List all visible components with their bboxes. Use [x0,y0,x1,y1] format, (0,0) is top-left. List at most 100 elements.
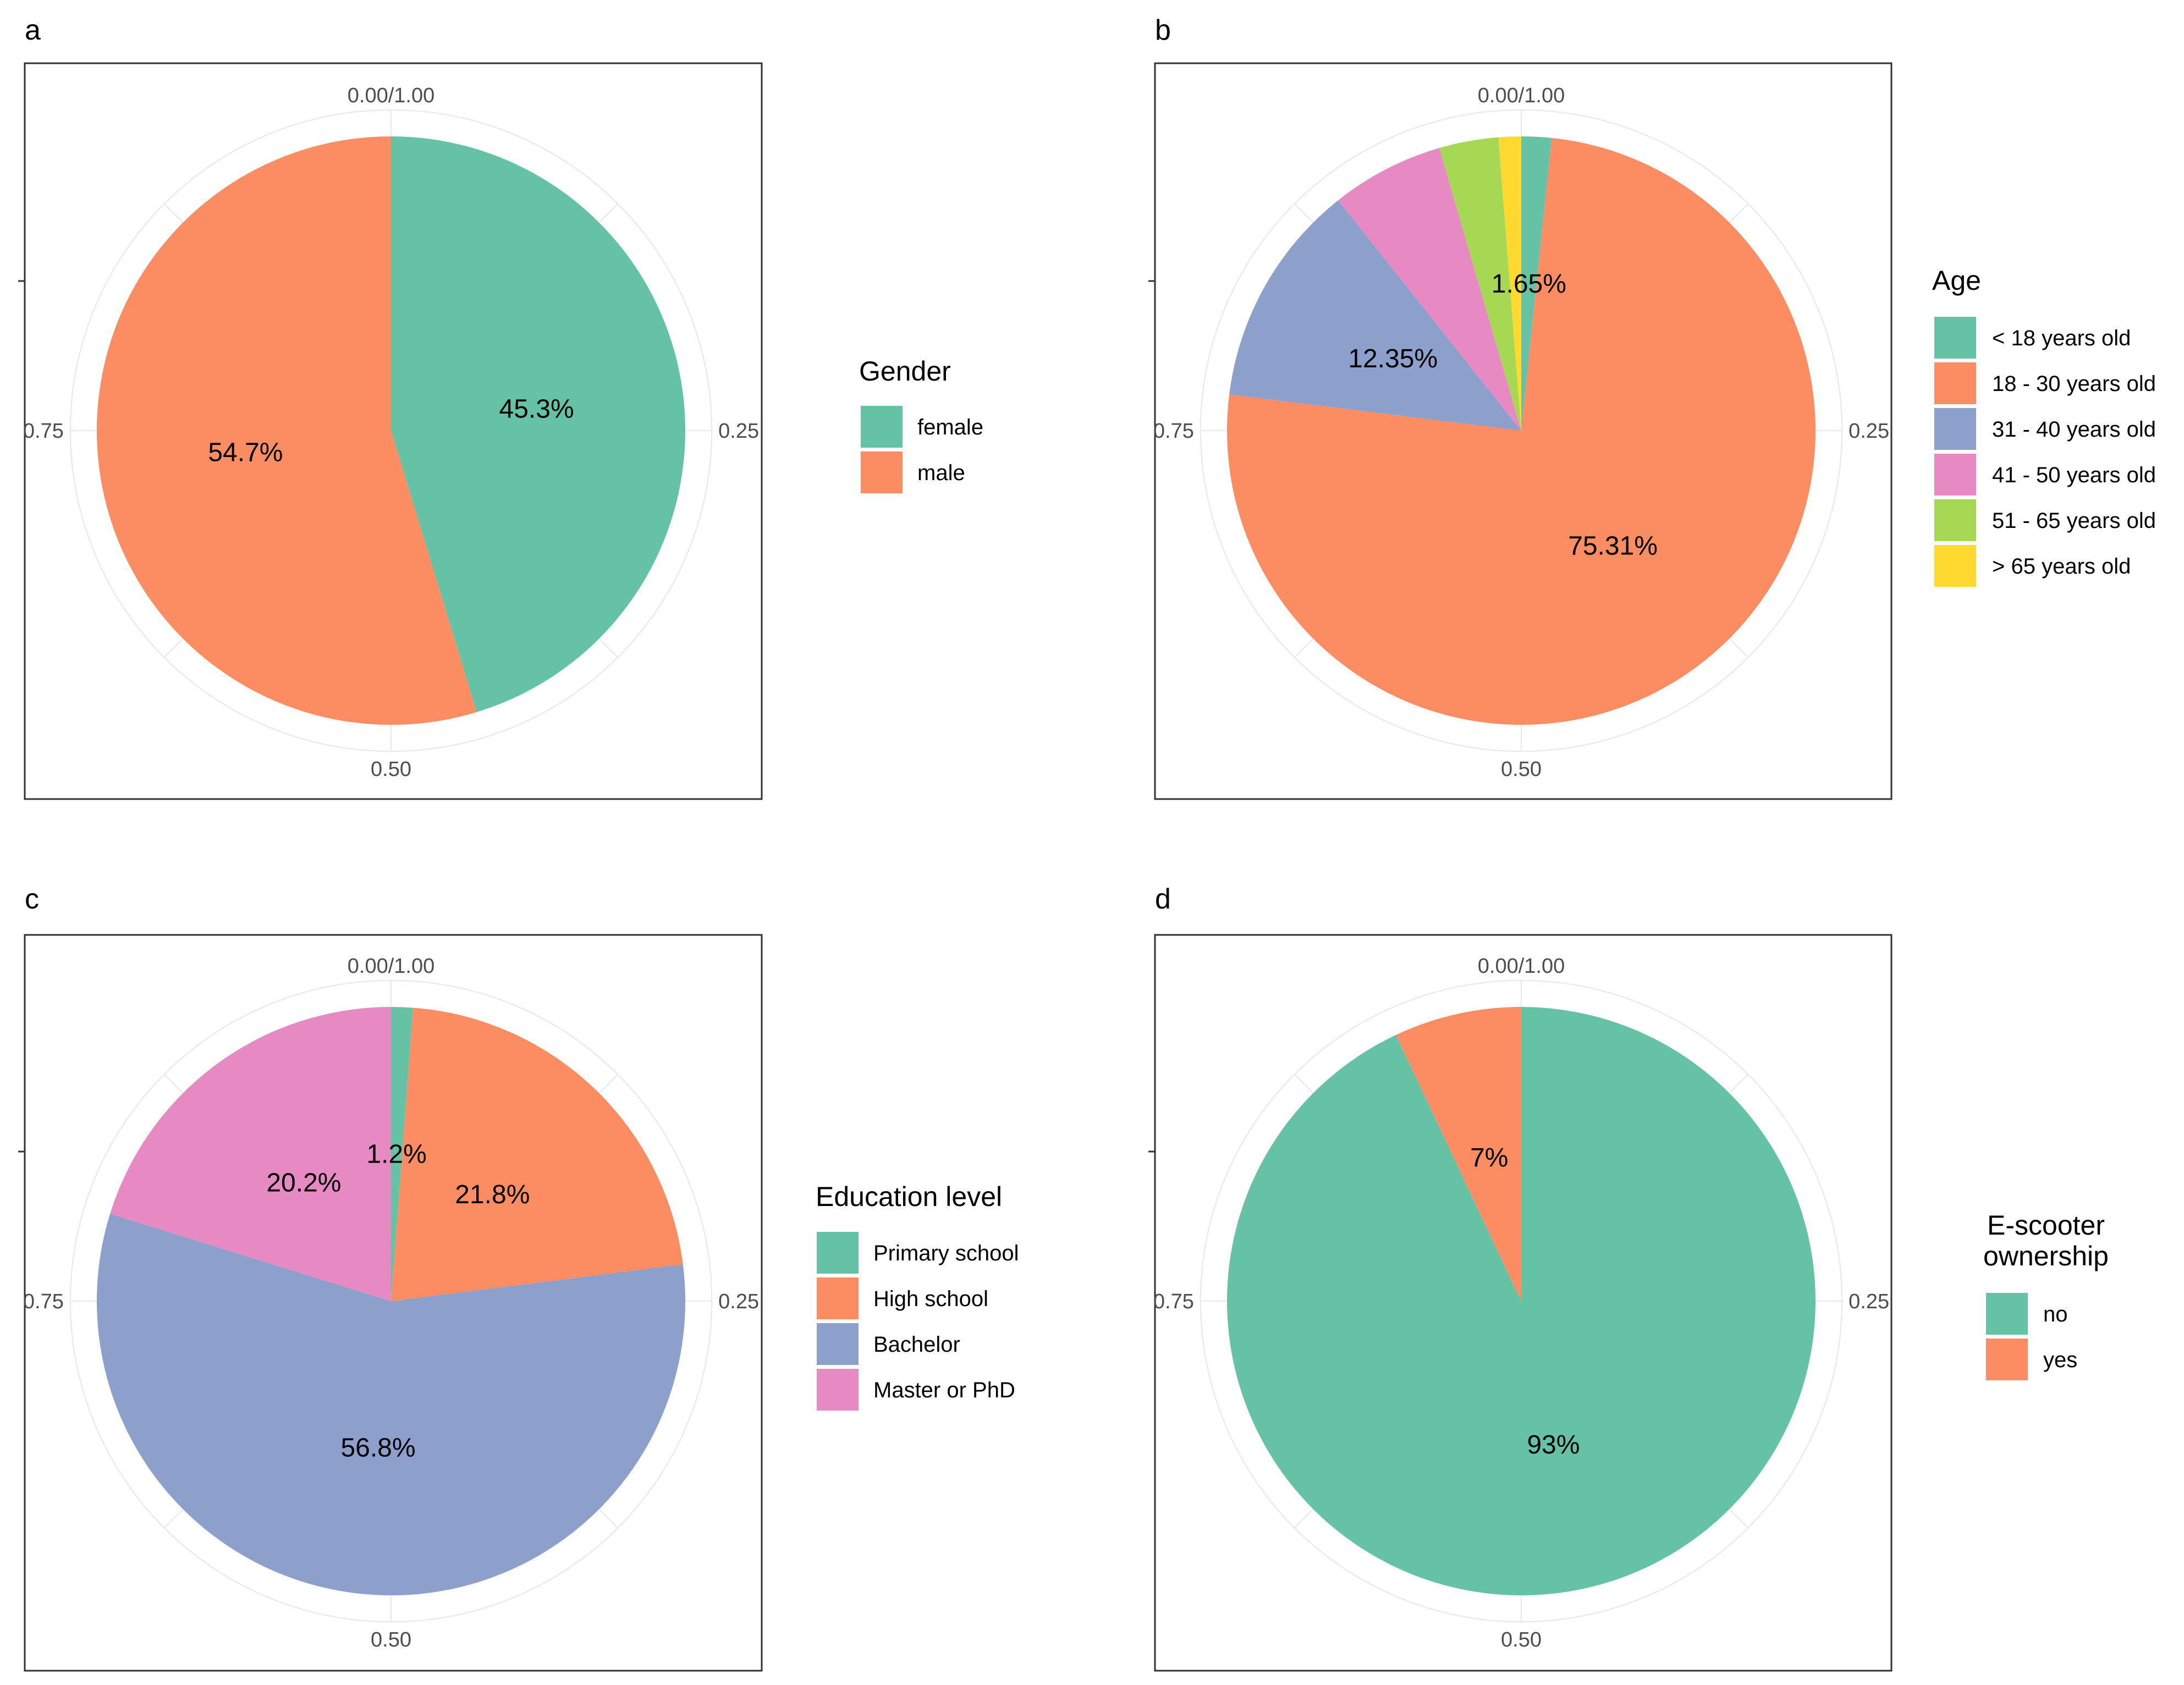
legend-key [817,1277,859,1319]
grid-spoke [1294,1508,1314,1529]
grid-spoke [1729,1508,1749,1529]
theta-axis-label: 0.75 [23,1290,64,1313]
theta-axis-label: 0.25 [1849,1290,1889,1313]
pie-slice-18-30-years-old [1227,137,1816,725]
legend-label: no [2043,1302,2068,1326]
panel-letter-b: b [1155,14,1171,46]
grid-spoke [1294,203,1314,223]
legend-key [817,1323,859,1365]
theta-axis-label: 0.00/1.00 [348,84,434,107]
pie-slice-high-school [391,1007,683,1301]
theta-axis-label: 0.50 [1501,1628,1542,1651]
theta-axis-label: 0.25 [1849,420,1889,443]
grid-spoke [598,638,619,658]
pie-slice-51-65-years-old [1439,137,1521,431]
pie-slice-yes [1396,1007,1521,1301]
legend-label: Bachelor [873,1332,960,1357]
grid-spoke [1729,1073,1749,1094]
legend-key [861,451,903,493]
legend-key [861,406,903,448]
legend-title: E-scooter [1987,1210,2105,1241]
theta-axis-label: 0.00/1.00 [348,955,434,978]
legend-label: High school [873,1287,988,1311]
legend-key [1934,454,1976,495]
data-label: 45.3% [499,395,574,424]
theta-axis-label: 0.00/1.00 [1478,955,1565,978]
panel-letter-d: d [1155,883,1171,915]
pie-slice-65-years-old [1498,136,1521,431]
legend: Age < 18 years old 18 - 30 years old 31 - 4… [1932,265,2156,587]
grid-spoke [598,203,619,223]
data-label: 1.2% [366,1140,426,1169]
data-label: 54.7% [208,438,283,467]
legend-title: Gender [859,356,951,387]
legend-key [1934,317,1976,359]
grid-spoke [163,638,184,658]
pie-slice-31-40-years-old [1229,200,1521,431]
theta-axis-label: 0.50 [1501,758,1542,781]
panel-a: a 45.3% 54.7% 0.00/1.00 0.25 0.50 0.75 Gender fe… [18,14,983,800]
legend-label: > 65 years old [1992,554,2131,579]
pie-slice-primary-school [391,1007,414,1301]
legend-label: 18 - 30 years old [1992,372,2156,396]
pie-slice-41-50-years-old [1338,148,1521,431]
data-label: 56.8% [340,1433,415,1462]
legend-key [817,1232,859,1274]
legend: Education level Primary school High school… [816,1181,1019,1411]
data-label: 7% [1470,1143,1508,1172]
data-label: 21.8% [455,1180,530,1209]
pie-slice-18-years-old [1521,136,1552,431]
data-label: 12.35% [1348,344,1438,373]
legend-title: Education level [816,1181,1002,1212]
grid-spoke [598,1508,619,1529]
legend-title: ownership [1983,1241,2109,1271]
panel-b: b 1.65% 75.31% 12.35% 0.00/1.00 0.25 0.50 0.75 A… [1148,14,2156,800]
legend-label: Primary school [873,1241,1019,1265]
legend: Gender female male [859,356,983,493]
legend-key [1934,362,1976,404]
legend-key [1934,545,1976,587]
theta-axis-label: 0.25 [718,420,759,443]
legend-label: female [917,415,983,439]
panel-letter-a: a [25,14,41,46]
legend-key [817,1369,859,1411]
panel-letter-c: c [25,883,39,915]
legend-key [1934,408,1976,450]
legend-label: male [917,461,965,485]
theta-axis-label: 0.50 [371,758,411,781]
pie-slice-master-or-phd [110,1007,392,1301]
theta-axis-label: 0.50 [371,1628,411,1651]
theta-axis-label: 0.25 [718,1290,759,1313]
data-label: 1.65% [1492,269,1566,299]
grid-spoke [1729,638,1749,658]
panel-c: c 1.2% 21.8% 56.8% 20.2% 0.00/1.00 0.25 0.50 0.7… [18,883,1019,1672]
theta-axis-label: 0.75 [1153,420,1194,443]
grid-spoke [163,1508,184,1529]
legend-key [1934,499,1976,541]
legend-key [1986,1293,2028,1335]
legend-label: Master or PhD [873,1378,1015,1402]
grid-spoke [163,203,184,223]
grid-spoke [1294,638,1314,658]
legend-key [1986,1339,2028,1380]
data-label: 75.31% [1568,531,1658,560]
pie-slice-male [97,136,477,725]
legend-label: yes [2043,1348,2077,1372]
legend-label: < 18 years old [1992,326,2131,350]
data-label: 93% [1527,1430,1580,1460]
theta-axis-label: 0.75 [1153,1290,1194,1313]
grid-spoke [163,1073,184,1094]
legend-label: 51 - 65 years old [1992,509,2156,533]
pie-slice-female [391,136,686,712]
legend-title: Age [1932,265,1981,296]
grid-spoke [1294,1073,1314,1094]
grid-spoke [598,1073,619,1094]
legend-label: 31 - 40 years old [1992,417,2156,442]
theta-axis-label: 0.00/1.00 [1478,84,1565,107]
pie-slice-bachelor [96,1214,686,1596]
legend-label: 41 - 50 years old [1992,463,2156,487]
grid-spoke [1729,203,1749,223]
theta-axis-label: 0.75 [23,420,64,443]
